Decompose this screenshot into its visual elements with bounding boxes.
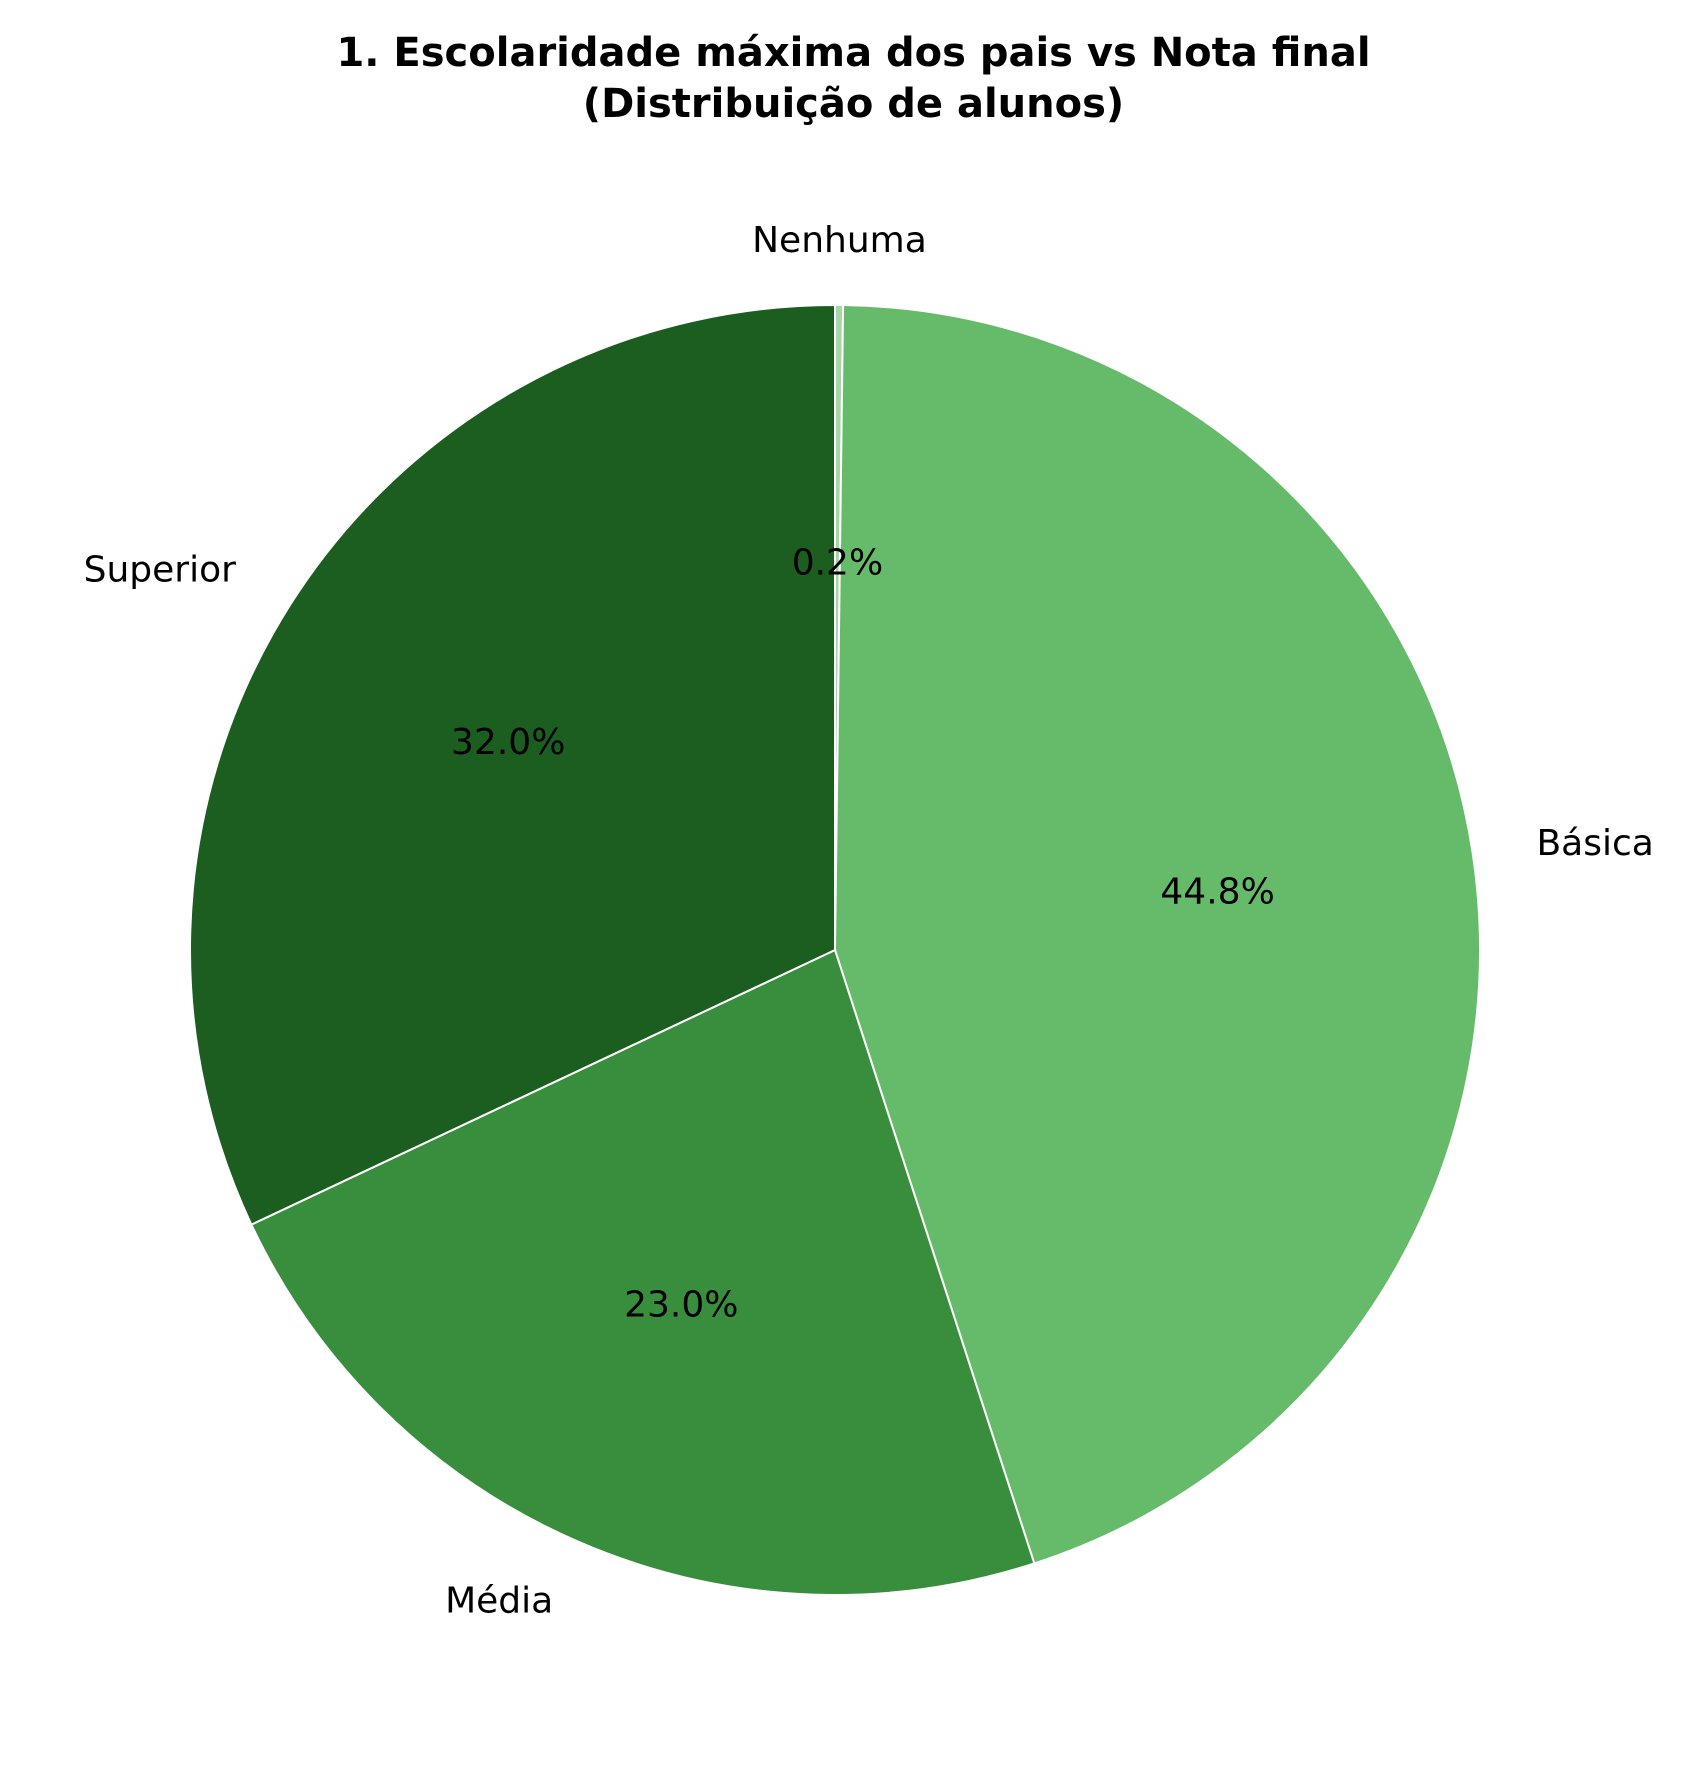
slice-label: Nenhuma — [752, 220, 927, 261]
slice-percent-label: 0.2% — [792, 543, 883, 584]
slice-label: Superior — [84, 549, 236, 590]
pie-slices — [189, 303, 1481, 1596]
slice-percent-label: 44.8% — [1160, 871, 1274, 912]
slice-label: Média — [445, 1581, 553, 1622]
chart-title: 1. Escolaridade máxima dos pais vs Nota … — [336, 30, 1370, 127]
pie-slice-superior — [189, 303, 836, 1226]
pie-slice-media — [250, 948, 1036, 1596]
chart-title-line-1: 1. Escolaridade máxima dos pais vs Nota … — [336, 30, 1370, 76]
pie-labels: Nenhuma 0.2% Básica 44.8% Média 23.0% Superior… — [84, 220, 1654, 1622]
slice-label: Básica — [1536, 823, 1653, 864]
slice-percent-label: 32.0% — [451, 722, 565, 763]
chart-title-line-2: (Distribuição de alunos) — [583, 81, 1124, 127]
pie-slice-basica — [833, 304, 1481, 1565]
slice-percent-label: 23.0% — [624, 1285, 738, 1326]
